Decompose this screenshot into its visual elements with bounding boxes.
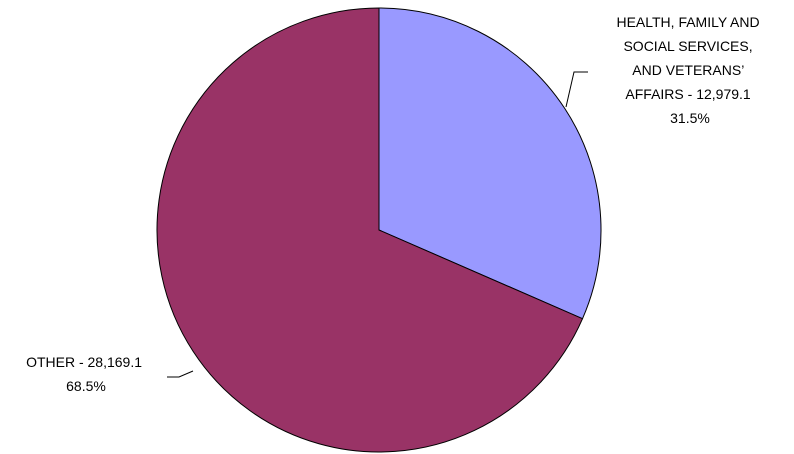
- slice-label-health-line-1: HEALTH, FAMILY AND: [616, 14, 759, 30]
- slice-label-other-percent: 68.5%: [66, 378, 106, 394]
- slice-label-health-line-2: SOCIAL SERVICES,: [623, 38, 752, 54]
- pie-slice-health: [378, 7, 602, 320]
- slice-label-health-percent: 31.5%: [670, 110, 710, 126]
- leader-line-other: [167, 370, 194, 378]
- slice-label-other-line-1: OTHER - 28,169.1: [26, 354, 142, 370]
- slice-label-health-line-4: AFFAIRS - 12,979.1: [625, 86, 750, 102]
- slice-label-other: OTHER - 28,169.1 68.5%: [26, 354, 146, 394]
- leader-line-health: [565, 71, 588, 108]
- slice-label-health: HEALTH, FAMILY AND SOCIAL SERVICES, AND …: [616, 14, 763, 126]
- slice-label-health-line-3: AND VETERANS’: [632, 62, 744, 78]
- pie-slice-other: [156, 7, 584, 453]
- pie-slices: [156, 7, 602, 453]
